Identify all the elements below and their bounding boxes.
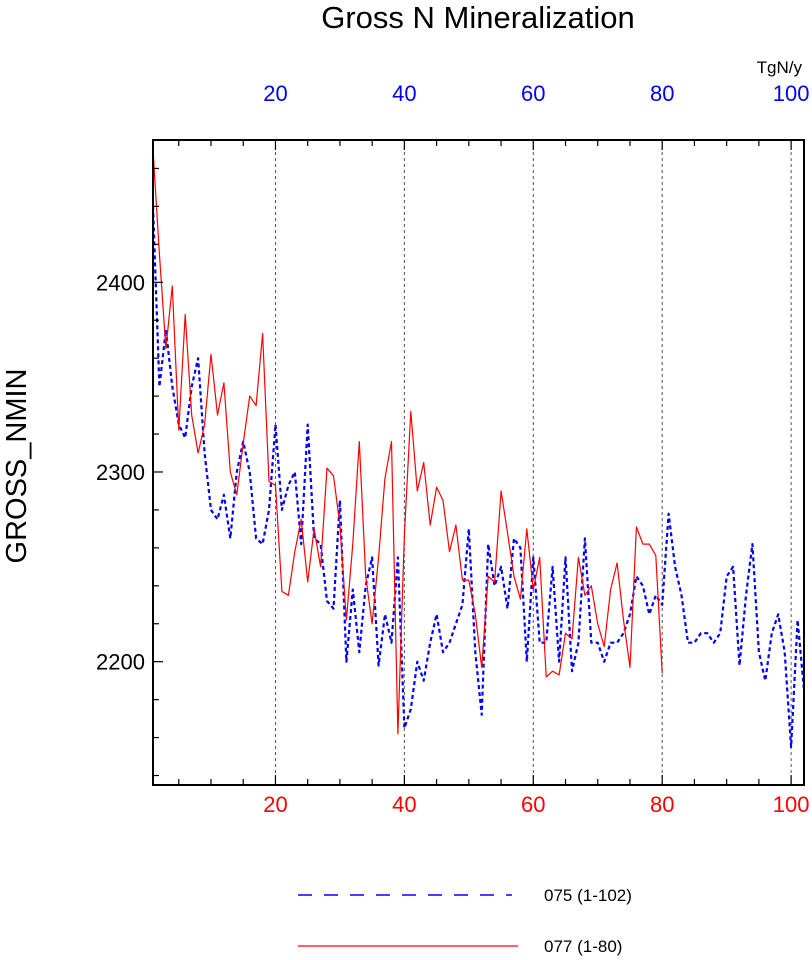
x-tick-label-bottom-40: 40 bbox=[392, 792, 416, 817]
axis-ticks bbox=[153, 140, 792, 785]
x-tick-label-bottom-80: 80 bbox=[650, 792, 674, 817]
x-tick-label-bottom-60: 60 bbox=[521, 792, 545, 817]
series-line-077 bbox=[153, 149, 663, 735]
x-tick-label-top-100: 100 bbox=[773, 81, 810, 106]
series-line-075 bbox=[153, 206, 804, 749]
x-tick-label-top-20: 20 bbox=[263, 81, 287, 106]
y-tick-label-2300: 2300 bbox=[96, 460, 145, 485]
plot-frame bbox=[152, 139, 805, 786]
y-axis-label: GROSS_NMIN bbox=[1, 369, 33, 564]
y-tick-label-2200: 2200 bbox=[96, 650, 145, 675]
axis-tick-labels: 20 20 40 40 60 60 80 80 100 100 2200 2300 2400 bbox=[96, 81, 809, 817]
legend: 075 (1-102) 077 (1-80) bbox=[298, 886, 632, 956]
legend-label-077: 077 (1-80) bbox=[544, 937, 622, 956]
x-tick-label-bottom-100: 100 bbox=[773, 792, 810, 817]
units-label: TgN/y bbox=[757, 58, 803, 77]
x-tick-label-top-80: 80 bbox=[650, 81, 674, 106]
x-tick-label-bottom-20: 20 bbox=[263, 792, 287, 817]
legend-label-075: 075 (1-102) bbox=[544, 886, 632, 905]
plot-area bbox=[153, 149, 804, 749]
y-tick-label-2400: 2400 bbox=[96, 270, 145, 295]
series-layer bbox=[153, 149, 804, 749]
x-tick-label-top-40: 40 bbox=[392, 81, 416, 106]
grid-lines bbox=[274, 140, 792, 785]
x-tick-label-top-60: 60 bbox=[521, 81, 545, 106]
chart-title: Gross N Mineralization bbox=[321, 0, 635, 35]
